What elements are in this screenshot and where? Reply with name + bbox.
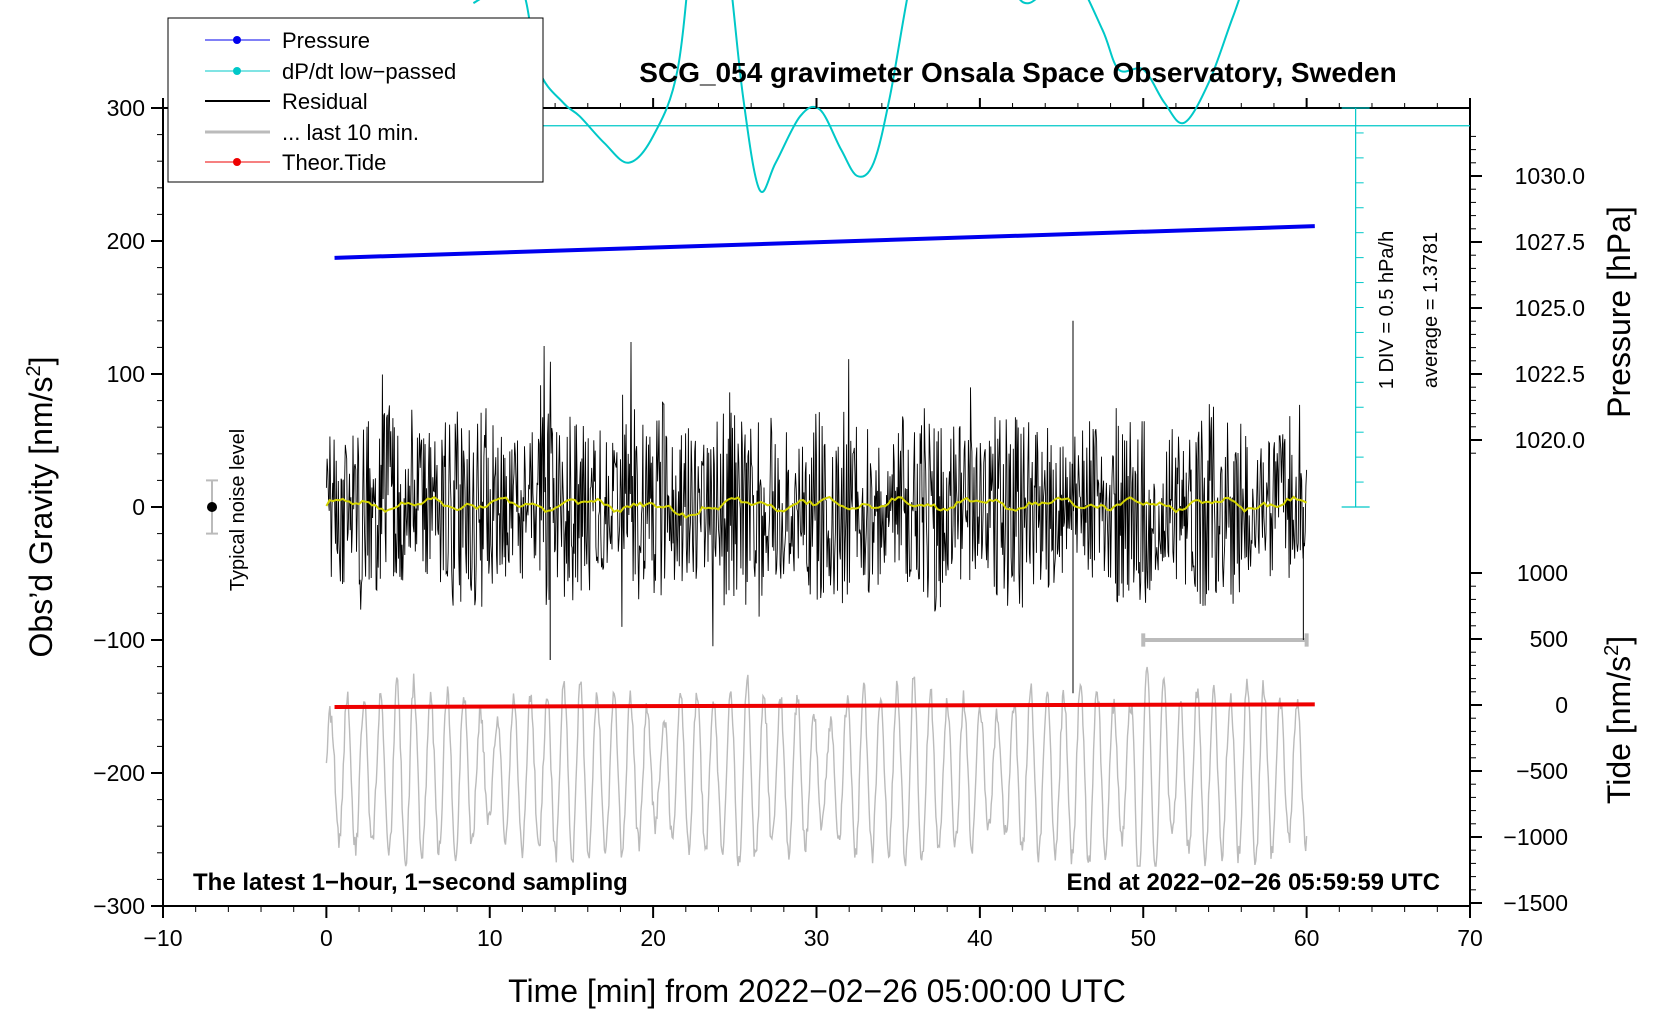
pressure-tick-label: 1025.0 (1515, 295, 1585, 321)
x-tick-label: 70 (1457, 925, 1483, 951)
tide-tick-label: −1500 (1503, 890, 1568, 916)
pressure-line (334, 224, 1315, 260)
legend: Pressure dP/dt low−passed Residual ... l… (167, 17, 544, 183)
x-tick-label: 60 (1294, 925, 1320, 951)
tide-line (334, 702, 1315, 709)
legend-marker-pressure (233, 36, 241, 44)
x-tick-label: −10 (143, 925, 182, 951)
y-tick-label-left: 100 (107, 361, 145, 387)
tide-tick-label: 0 (1555, 692, 1568, 718)
dpdt-curve (472, 0, 1240, 193)
pressure-tick-label: 1027.5 (1515, 229, 1585, 255)
legend-label-residual: Residual (282, 89, 368, 114)
residual-smoothed (325, 495, 1308, 519)
legend-marker-dpdt (233, 67, 241, 75)
x-tick-label: 40 (967, 925, 993, 951)
x-tick-label: 50 (1130, 925, 1156, 951)
pressure-tick-label: 1030.0 (1515, 163, 1585, 189)
legend-label-tide: Theor.Tide (282, 150, 386, 175)
tide-tick-label: −1000 (1503, 824, 1568, 850)
x-axis-title: Time [min] from 2022−02−26 05:00:00 UTC (508, 973, 1126, 1009)
tide-tick-label: 500 (1530, 626, 1568, 652)
dpdt-average-note: average = 1.3781 (1420, 232, 1442, 388)
tide-tick-label: −500 (1516, 758, 1568, 784)
y-tick-label-left: 300 (107, 95, 145, 121)
y-tick-label-left: −100 (93, 627, 145, 653)
y-axis-title-tide: Tide [nm/s2] (1601, 636, 1637, 804)
x-tick-label: 10 (477, 925, 503, 951)
tide-tick-label: 1000 (1517, 560, 1568, 586)
noise-dot (207, 502, 218, 512)
bottom-right-note: End at 2022−02−26 05:59:59 UTC (1066, 869, 1440, 896)
y-axis-title-left: Obs’d Gravity [nm/s2] (23, 357, 59, 658)
residual-trace (325, 341, 1308, 647)
x-tick-label: 20 (640, 925, 666, 951)
y-tick-label-left: 200 (107, 228, 145, 254)
x-tick-label: 30 (804, 925, 830, 951)
chart-title: SCG_054 gravimeter Onsala Space Observat… (639, 57, 1396, 88)
y-tick-label-left: −200 (93, 760, 145, 786)
legend-marker-tide (233, 158, 241, 166)
y-tick-label-left: 0 (132, 494, 145, 520)
pressure-tick-label: 1022.5 (1515, 361, 1585, 387)
x-tick-label: 0 (320, 925, 333, 951)
y-axis-title-pressure: Pressure [hPa] (1601, 206, 1637, 418)
noise-level-label: Typical noise level (227, 429, 249, 591)
legend-label-pressure: Pressure (282, 28, 370, 53)
bottom-left-note: The latest 1−hour, 1−second sampling (193, 869, 628, 896)
y-tick-label-left: −300 (93, 893, 145, 919)
legend-label-last10: ... last 10 min. (282, 120, 419, 145)
pressure-tick-label: 1020.0 (1515, 427, 1585, 453)
dpdt-div-note: 1 DIV = 0.5 hPa/h (1376, 231, 1398, 389)
legend-label-dpdt: dP/dt low−passed (282, 59, 456, 84)
last10-trace (325, 666, 1308, 867)
